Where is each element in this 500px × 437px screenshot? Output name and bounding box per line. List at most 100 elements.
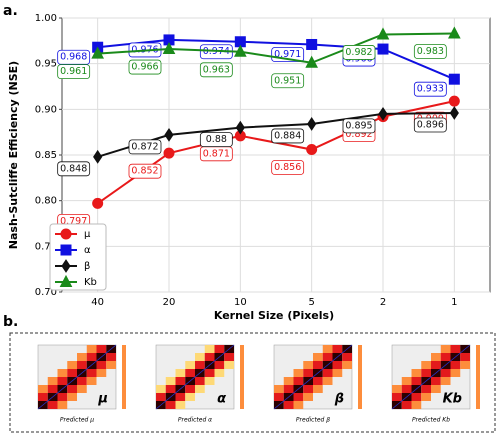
series-line bbox=[97, 38, 455, 81]
value-label: 0.856 bbox=[274, 162, 301, 173]
heatmap-cell bbox=[86, 345, 97, 353]
value-label-box bbox=[342, 45, 376, 60]
heatmap-cell bbox=[86, 353, 97, 361]
series-line bbox=[97, 32, 455, 64]
heatmap-cell bbox=[411, 401, 422, 409]
heatmap-cell bbox=[156, 385, 166, 393]
data-point bbox=[93, 149, 103, 164]
legend-marker bbox=[61, 259, 71, 273]
heatmap-cell bbox=[283, 401, 294, 409]
heatmap-cell bbox=[47, 385, 58, 393]
heatmap-cell bbox=[86, 377, 97, 385]
series-line bbox=[97, 111, 455, 158]
fit-line bbox=[155, 344, 235, 410]
colorbar bbox=[358, 345, 362, 409]
value-label: 0.963 bbox=[203, 64, 230, 75]
heatmap-cell bbox=[165, 401, 176, 409]
y-tick-label: 0.80 bbox=[35, 196, 57, 207]
heatmap-cell bbox=[274, 385, 284, 393]
heatmap-cell bbox=[303, 385, 313, 393]
heatmap-cell bbox=[106, 361, 116, 369]
heatmap-cell bbox=[440, 353, 451, 361]
legend-label: α bbox=[84, 245, 91, 256]
heatmap-cell bbox=[67, 393, 77, 401]
heatmap-cell bbox=[47, 377, 58, 385]
legend-box bbox=[49, 223, 107, 291]
heatmap-cell bbox=[293, 401, 304, 409]
value-label-box bbox=[128, 163, 162, 179]
heatmap-cell bbox=[450, 369, 461, 377]
heatmap-cell bbox=[204, 377, 215, 385]
value-label: 0.983 bbox=[417, 46, 444, 57]
heatmap-xlabel: Predicted α bbox=[178, 417, 212, 424]
heatmap-cell bbox=[431, 377, 441, 385]
value-label: 0.88 bbox=[206, 134, 227, 145]
panel-label: b. bbox=[3, 314, 18, 330]
colorbar bbox=[476, 345, 480, 409]
heatmap-cell bbox=[86, 369, 97, 377]
heatmap-cell bbox=[67, 361, 77, 369]
heatmap-cell bbox=[313, 385, 323, 393]
heatmap-cell bbox=[175, 377, 186, 385]
y-tick-label: 1.00 bbox=[35, 13, 57, 24]
y-tick-label: 0.75 bbox=[35, 241, 57, 252]
panel-b-frame bbox=[9, 332, 496, 433]
panel-letter: Kb bbox=[443, 392, 462, 407]
value-label-box bbox=[199, 132, 233, 148]
value-label: 0.848 bbox=[60, 163, 87, 174]
heatmap-cell bbox=[47, 401, 58, 409]
heatmap-cell bbox=[392, 393, 402, 401]
heatmap-cell bbox=[77, 361, 87, 369]
data-point bbox=[163, 147, 175, 159]
heatmap-cell bbox=[421, 393, 431, 401]
heatmap-cell bbox=[322, 377, 333, 385]
value-label-box bbox=[413, 44, 447, 59]
y-tick-label: 0.85 bbox=[35, 150, 57, 161]
heatmap-cell bbox=[195, 385, 205, 393]
x-tick-label: 1 bbox=[451, 297, 457, 308]
heatmap-cell bbox=[185, 361, 195, 369]
data-point bbox=[305, 55, 318, 68]
legend-label: Kb bbox=[84, 277, 97, 288]
heatmap-cell bbox=[204, 369, 215, 377]
data-point bbox=[162, 41, 176, 55]
heatmap-cell bbox=[175, 401, 186, 409]
heatmap-cell bbox=[77, 353, 87, 361]
value-label-box bbox=[57, 161, 91, 177]
heatmap-cell bbox=[38, 385, 48, 393]
colorbar bbox=[240, 345, 244, 409]
value-label-box bbox=[271, 73, 305, 89]
heatmap-cell bbox=[431, 353, 441, 361]
heatmap-cell bbox=[175, 369, 186, 377]
heatmap-cell bbox=[440, 345, 451, 353]
y-tick-label: 0.95 bbox=[35, 59, 57, 70]
heatmap-cell bbox=[322, 369, 333, 377]
value-label: 0.896 bbox=[417, 119, 444, 130]
heatmap-cell bbox=[460, 353, 470, 361]
data-point bbox=[234, 44, 247, 57]
heatmap-cell bbox=[195, 377, 205, 385]
data-point bbox=[306, 144, 318, 156]
x-tick-label: 40 bbox=[91, 297, 104, 308]
heatmap-cell bbox=[106, 353, 116, 361]
data-point bbox=[377, 43, 389, 55]
heatmap-cell bbox=[204, 353, 215, 361]
heatmap-cell bbox=[411, 393, 422, 401]
x-tick-label: 10 bbox=[234, 297, 247, 308]
heatmap-cell bbox=[293, 377, 304, 385]
heatmap-cell bbox=[313, 361, 323, 369]
heatmap-cell bbox=[421, 369, 431, 377]
heatmap-cell bbox=[165, 385, 176, 393]
value-label-box bbox=[199, 62, 233, 78]
heatmap-cell bbox=[175, 393, 186, 401]
heatmap-cell bbox=[313, 377, 323, 385]
value-label: 0.966 bbox=[131, 62, 158, 73]
heatmap-cell bbox=[214, 361, 225, 369]
data-point bbox=[376, 27, 390, 40]
data-point bbox=[91, 46, 104, 59]
panel-label: a. bbox=[3, 3, 18, 19]
value-label: 0.892 bbox=[345, 129, 372, 140]
heatmap-cell bbox=[450, 361, 461, 369]
heatmap-cell bbox=[185, 393, 195, 401]
value-label: 0.982 bbox=[345, 47, 372, 58]
